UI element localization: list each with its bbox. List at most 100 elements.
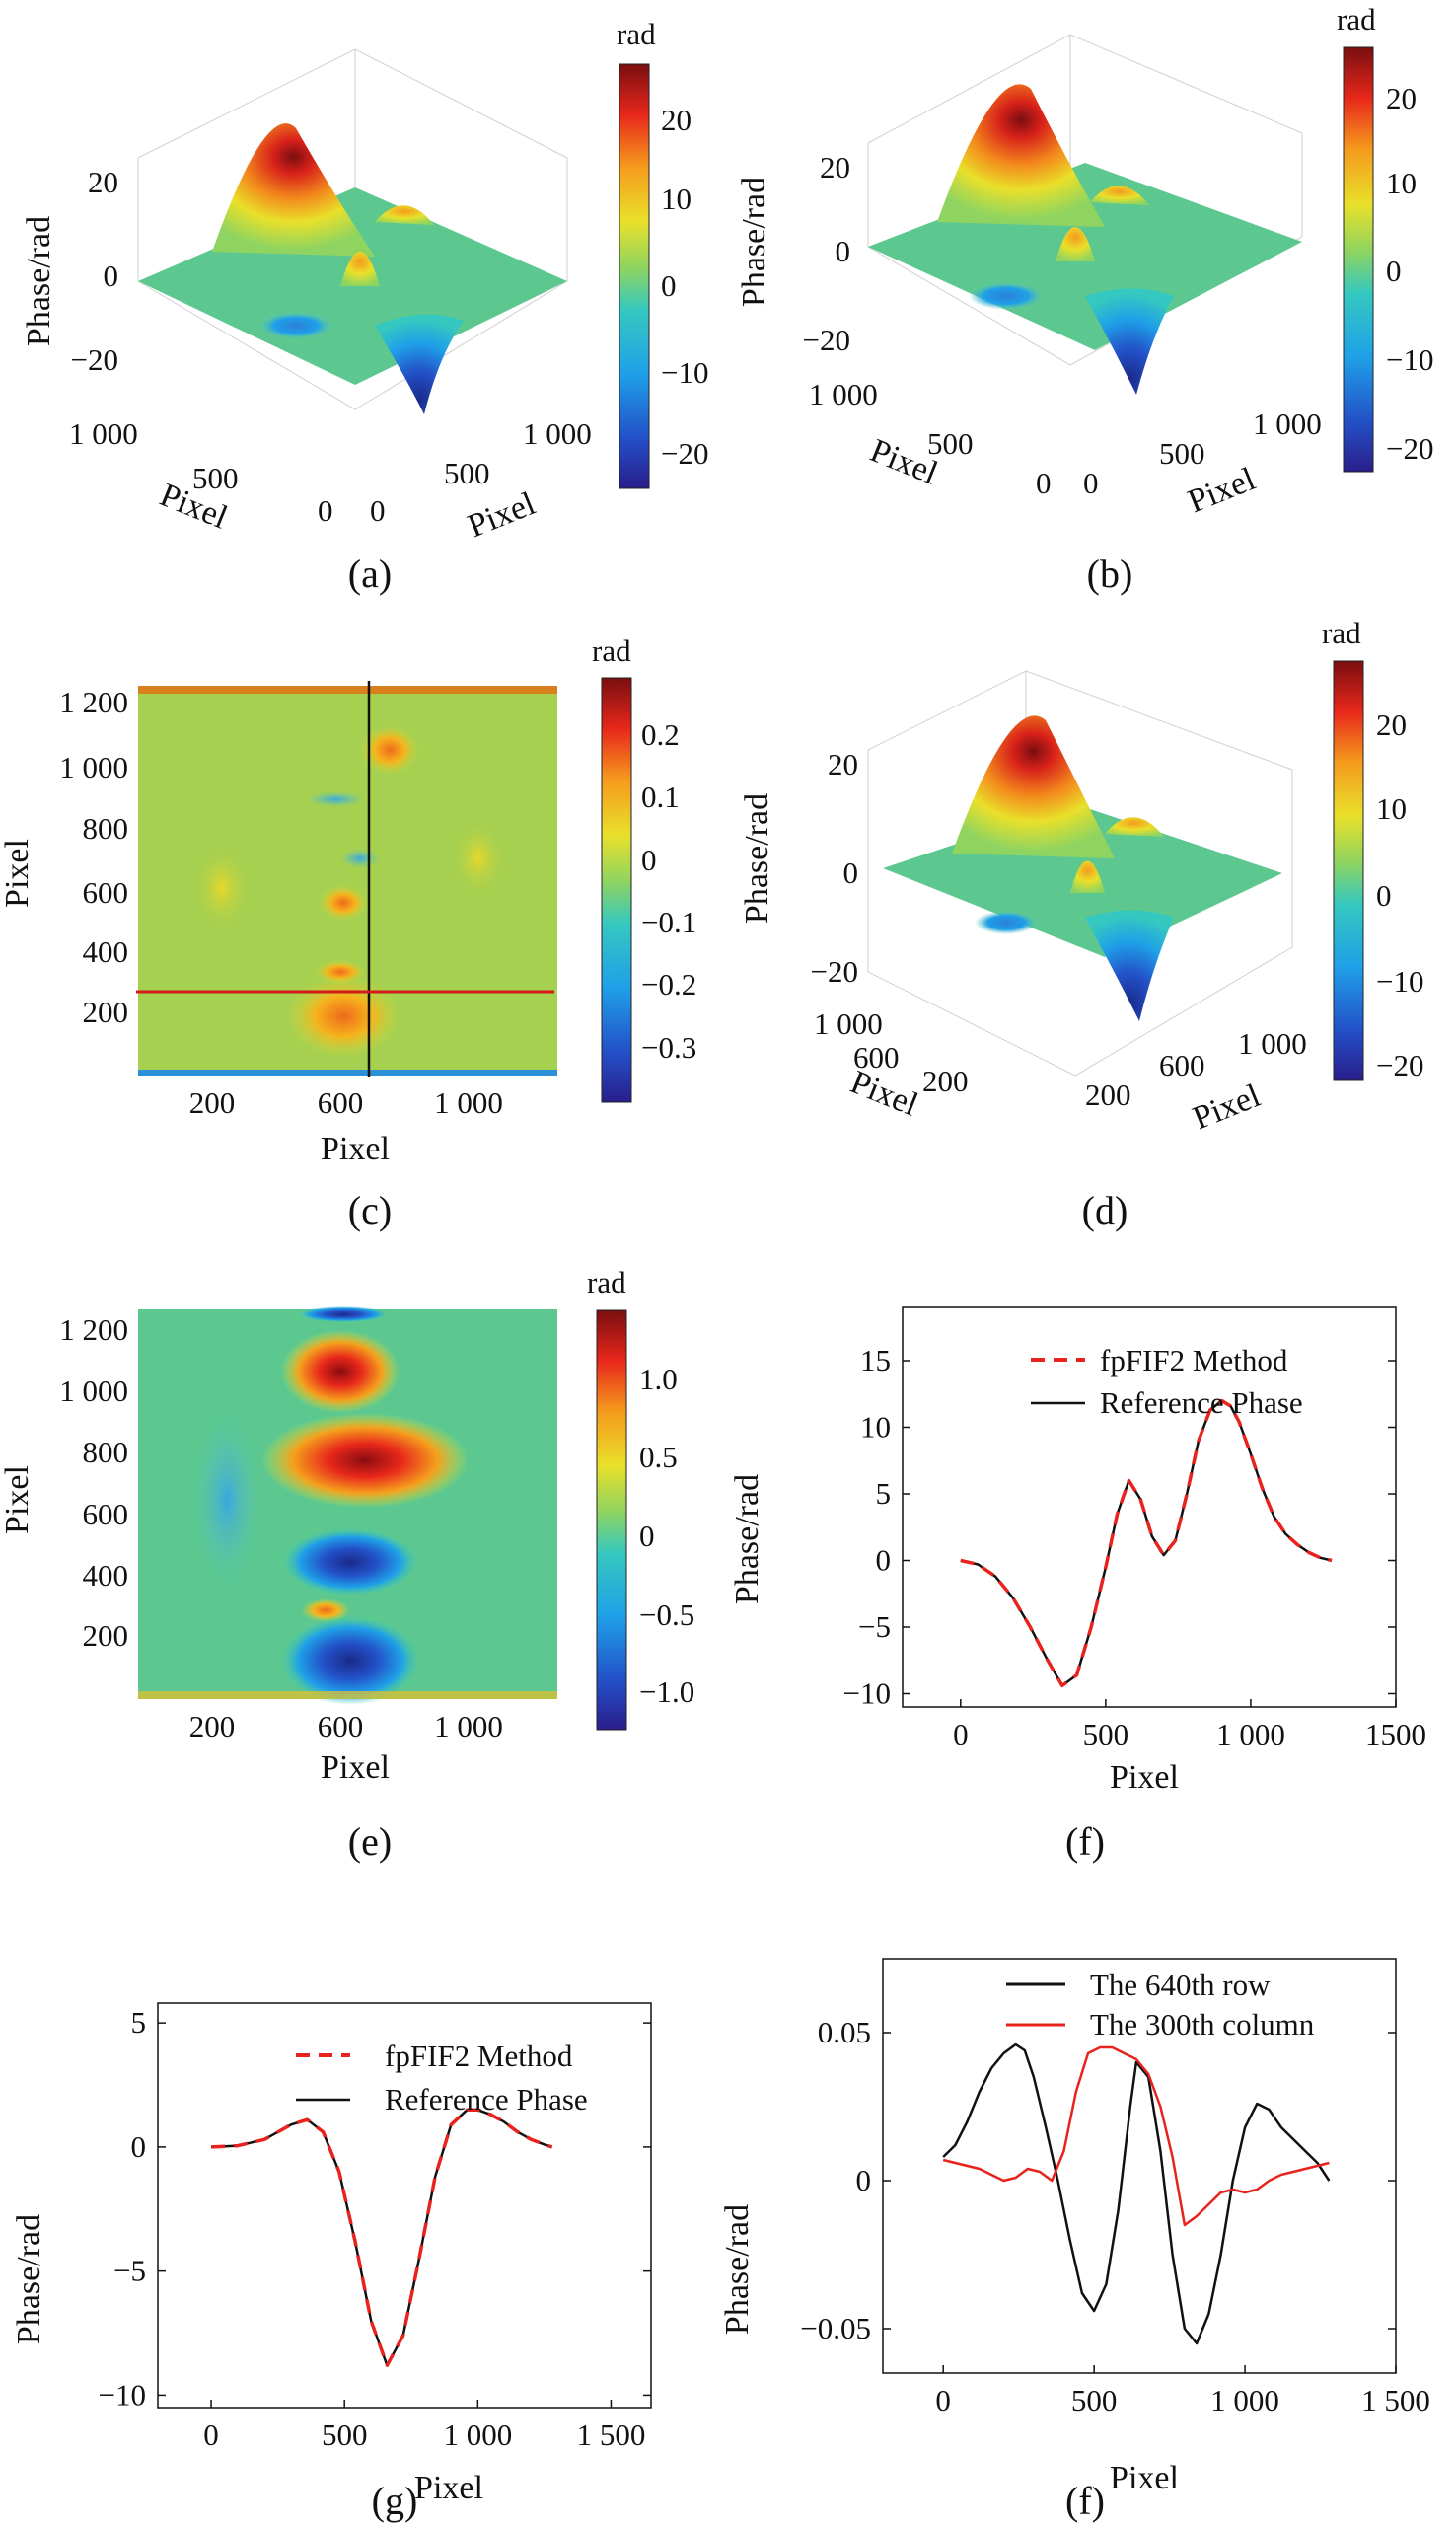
surface-peak-b bbox=[937, 84, 1105, 227]
f2-ytick-label-2: −0.05 bbox=[800, 2311, 871, 2345]
g-xtick-label-2: 1 000 bbox=[443, 2417, 512, 2452]
colorbar-d bbox=[1333, 660, 1364, 1081]
y-label-g: Phase/rad bbox=[11, 2214, 47, 2344]
y-tick-d-0: 200 bbox=[1085, 1077, 1131, 1112]
y-tick-a-0: 0 bbox=[370, 493, 386, 528]
colorbar-unit-d: rad bbox=[1322, 616, 1361, 650]
heatmap-e-bottom-edge bbox=[138, 1691, 557, 1699]
panel-label-f2: (f) bbox=[1065, 2479, 1105, 2523]
y-tick-c-0: 1 200 bbox=[59, 685, 128, 719]
heatmap-e-top-blue bbox=[299, 1306, 388, 1322]
cb-tick-a-0: 20 bbox=[661, 103, 692, 137]
surface-dip-b bbox=[969, 282, 1044, 310]
cb-tick-a-4: −20 bbox=[661, 436, 708, 471]
g-xtick-label-3: 1 500 bbox=[577, 2417, 646, 2452]
z-tick-a-2: −20 bbox=[71, 342, 118, 377]
x-label-g: Pixel bbox=[414, 2470, 483, 2506]
f1-ytick-label-2: 5 bbox=[876, 1476, 892, 1511]
f2-frame bbox=[882, 1958, 1397, 2374]
cb-tick-c-5: −0.3 bbox=[641, 1030, 696, 1065]
panel-label-d: (d) bbox=[1082, 1188, 1128, 1232]
f1-ytick-label-5: −10 bbox=[843, 1676, 891, 1711]
f1-frame bbox=[902, 1306, 1397, 1708]
f1-ytick-label-0: 15 bbox=[860, 1343, 891, 1377]
legend-g-label-0: fpFIF2 Method bbox=[385, 2039, 573, 2073]
legend-f1-label-0: fpFIF2 Method bbox=[1100, 1343, 1288, 1377]
cb-tick-e-4: −1.0 bbox=[639, 1674, 694, 1709]
y-tick-e-5: 200 bbox=[83, 1618, 129, 1653]
g-ytick-label-0: 5 bbox=[131, 2005, 147, 2040]
cb-tick-e-0: 1.0 bbox=[639, 1362, 678, 1396]
z-tick-b-0: 20 bbox=[820, 150, 850, 185]
g-series-0 bbox=[211, 2108, 553, 2367]
cb-tick-a-2: 0 bbox=[661, 268, 677, 303]
f1-xtick-label-1: 500 bbox=[1083, 1717, 1129, 1751]
x-tick-c-2: 1 000 bbox=[434, 1085, 503, 1120]
y-tick-c-5: 200 bbox=[83, 995, 129, 1029]
heatmap-c-hot-2 bbox=[315, 960, 366, 984]
legend-f1-label-1: Reference Phase bbox=[1100, 1385, 1303, 1420]
x-tick-c-1: 600 bbox=[318, 1085, 364, 1120]
cb-tick-b-0: 20 bbox=[1386, 81, 1417, 115]
cb-tick-b-2: 0 bbox=[1386, 254, 1402, 288]
y-tick-e-1: 1 000 bbox=[59, 1374, 128, 1408]
panel-c: 1 200 1 000 800 600 400 200 Pixel 200 60… bbox=[0, 633, 696, 1232]
surface-bump-b bbox=[1090, 186, 1149, 205]
surface-dip-a bbox=[258, 312, 333, 339]
heatmap-e-hot-1 bbox=[301, 1598, 350, 1622]
panel-f2-labels: Phase/rad Pixel The 640th row The 300th … bbox=[719, 1968, 1315, 2523]
g-ytick-label-2: −5 bbox=[113, 2254, 146, 2288]
f1-xtick-label-3: 1500 bbox=[1365, 1717, 1426, 1751]
x-tick-a-2: 0 bbox=[318, 493, 333, 528]
y-tick-c-2: 800 bbox=[83, 811, 129, 846]
heatmap-c-hot-1 bbox=[286, 975, 400, 1058]
y-label-c: Pixel bbox=[0, 839, 36, 908]
y-tick-a-2: 1 000 bbox=[523, 416, 592, 451]
heatmap-c-bottom-edge bbox=[138, 1070, 557, 1076]
f2-xtick-label-0: 0 bbox=[935, 2383, 951, 2417]
heatmap-e-blue-2 bbox=[281, 1616, 419, 1705]
panel-f1-labels: Phase/rad Pixel fpFIF2 Method Reference … bbox=[729, 1343, 1303, 1864]
panel-a: 20 0 −20 Phase/rad 1 000 500 0 0 500 1 0… bbox=[21, 17, 708, 596]
cb-tick-c-3: −0.1 bbox=[641, 905, 696, 939]
panel-d: 20 0 −20 Phase/rad 1 000 600 200 200 600… bbox=[739, 616, 1423, 1232]
g-xtick-label-1: 500 bbox=[322, 2417, 368, 2452]
cb-tick-b-1: 10 bbox=[1386, 166, 1417, 200]
heatmap-c-hot-4 bbox=[360, 725, 419, 775]
cb-tick-a-3: −10 bbox=[661, 355, 708, 390]
surface-peak-a bbox=[212, 123, 375, 257]
heatmap-e-red-1 bbox=[281, 1330, 400, 1413]
colorbar-b bbox=[1343, 46, 1374, 473]
panel-label-e: (e) bbox=[348, 1819, 392, 1864]
colorbar-unit-c: rad bbox=[592, 633, 631, 668]
y-tick-c-3: 600 bbox=[83, 875, 129, 910]
y-label-d: Pixel bbox=[1188, 1077, 1266, 1137]
surface-bump-a bbox=[375, 205, 434, 225]
y-label-f2: Phase/rad bbox=[719, 2204, 756, 2335]
panel-label-g: (g) bbox=[372, 2479, 418, 2523]
cb-tick-d-0: 20 bbox=[1376, 707, 1407, 742]
cb-tick-d-1: 10 bbox=[1376, 791, 1407, 826]
x-tick-b-0: 1 000 bbox=[809, 377, 878, 411]
f2-series-1 bbox=[942, 2045, 1330, 2227]
legend-f2-label-1: The 300th column bbox=[1090, 2007, 1315, 2042]
z-tick-b-1: 0 bbox=[836, 234, 851, 268]
cb-tick-d-3: −10 bbox=[1376, 964, 1423, 999]
z-tick-a-0: 20 bbox=[88, 165, 118, 199]
y-tick-e-0: 1 200 bbox=[59, 1312, 128, 1347]
legend-g-label-1: Reference Phase bbox=[385, 2082, 588, 2117]
x-label-e: Pixel bbox=[321, 1749, 390, 1786]
cb-tick-b-3: −10 bbox=[1386, 342, 1433, 377]
cb-tick-e-2: 0 bbox=[639, 1519, 655, 1553]
cb-tick-d-2: 0 bbox=[1376, 878, 1392, 913]
x-label-f2: Pixel bbox=[1110, 2460, 1179, 2496]
f2-xtick-label-3: 1 500 bbox=[1361, 2383, 1430, 2417]
g-frame bbox=[157, 2002, 652, 2409]
heatmap-c-warm-1 bbox=[192, 844, 252, 932]
g-series-1 bbox=[211, 2108, 553, 2367]
surface-small-peak-b bbox=[1056, 227, 1095, 261]
y-tick-b-1: 500 bbox=[1159, 436, 1205, 471]
heatmap-c-warm-2 bbox=[451, 819, 506, 898]
x-tick-d-2: 200 bbox=[922, 1064, 969, 1098]
